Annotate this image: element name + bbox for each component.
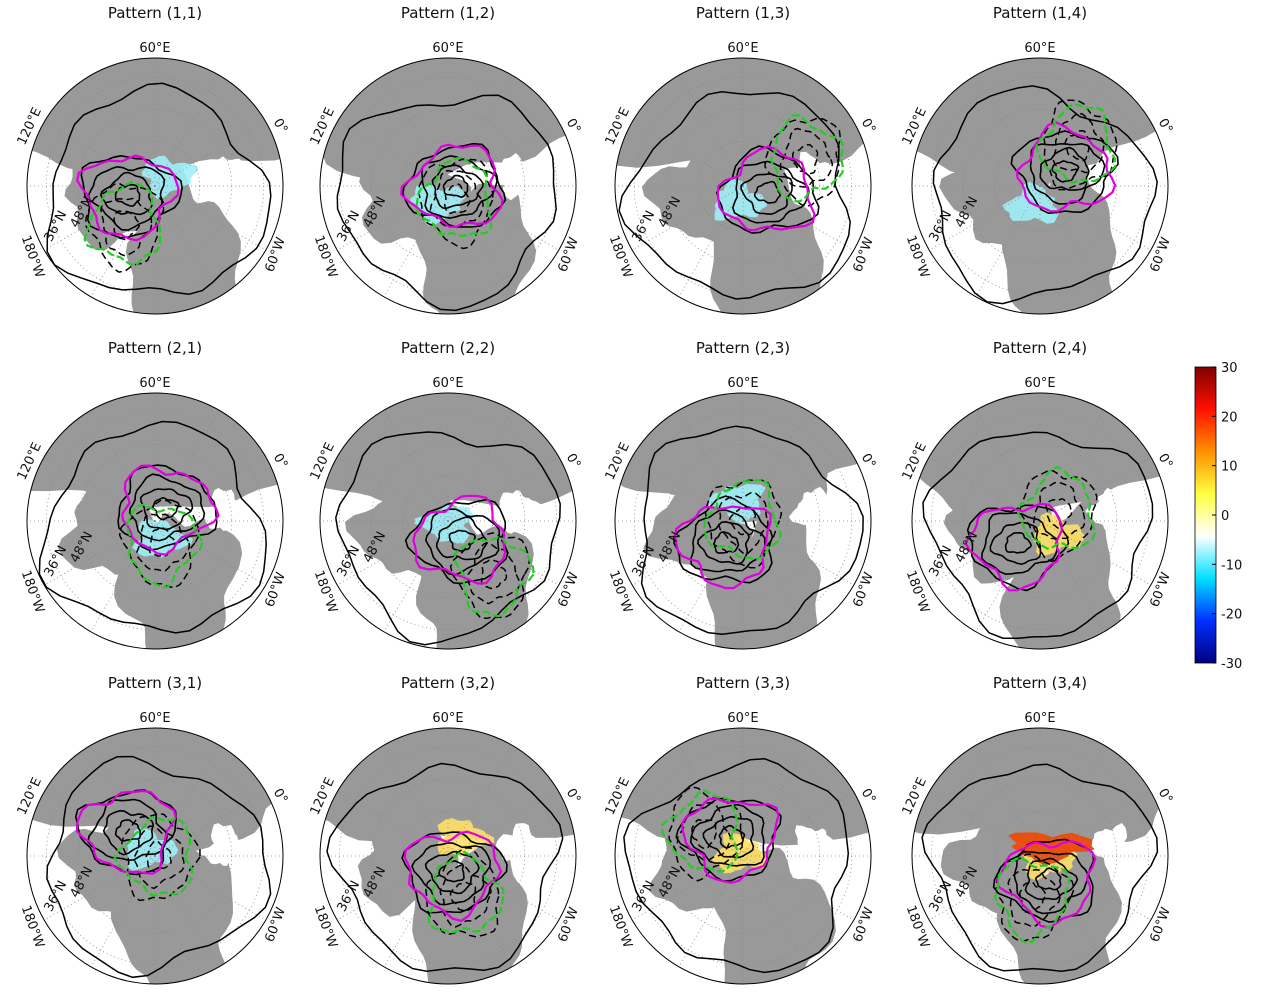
colorbar-tick-label: 10 (1221, 460, 1238, 475)
colorbar-tick-label: -30 (1221, 657, 1242, 672)
lon-label: 60°E (727, 711, 758, 726)
panel-title: Pattern (1,2) (401, 4, 495, 22)
polar-map: 60°E120°E0°180°W60°W36°N48°N (274, 695, 588, 1003)
lon-label: 60°E (432, 711, 463, 726)
polar-map: 60°E120°E0°180°W60°W36°N48°N (560, 695, 878, 1002)
lon-label: 60°E (1024, 711, 1055, 726)
lon-label: 0° (270, 116, 290, 136)
lon-label: 0° (563, 451, 583, 471)
panel-title: Pattern (1,4) (993, 4, 1087, 22)
lon-label: 0° (858, 451, 878, 471)
lon-label: 0° (270, 451, 290, 471)
lon-label: 0° (858, 116, 878, 136)
colorbar-tick-label: 30 (1221, 361, 1238, 376)
colorbar-tick-label: -20 (1221, 608, 1242, 623)
land (257, 361, 595, 508)
panel-title: Pattern (1,1) (108, 4, 202, 22)
panel-title: Pattern (3,3) (696, 674, 790, 692)
lon-label: 0° (1155, 451, 1175, 471)
polar-map: 60°E120°E0°180°W60°W36°N48°N (0, 30, 304, 361)
polar-map: 60°E120°E0°180°W60°W36°N48°N (257, 361, 595, 704)
polar-map: 60°E120°E0°180°W60°W36°N48°N (867, 692, 1189, 1002)
colorbar-tick-label: 20 (1221, 410, 1238, 425)
colorbar-tick-label: -10 (1221, 558, 1242, 573)
lon-label: 60°E (1024, 41, 1055, 56)
figure: Pattern (1,1) 60°E120°E0°180°W60°W36°N48°… (0, 0, 1263, 1002)
panel-title: Pattern (2,2) (401, 339, 495, 357)
polar-map: 60°E120°E0°180°W60°W36°N48°N (577, 369, 887, 695)
lon-label: 60°E (139, 376, 170, 391)
lon-label: 0° (563, 116, 583, 136)
lon-label: 0° (563, 786, 583, 806)
colorbar-tick-label: 0 (1221, 509, 1229, 524)
lon-label: 60°E (139, 711, 170, 726)
lon-label: 0° (270, 786, 290, 806)
panel-title: Pattern (2,1) (108, 339, 202, 357)
panel-title: Pattern (2,4) (993, 339, 1087, 357)
panel-title: Pattern (1,3) (696, 4, 790, 22)
panel-title: Pattern (3,1) (108, 674, 202, 692)
lon-label: 0° (1155, 116, 1175, 136)
land (560, 695, 878, 846)
panel-title: Pattern (2,3) (696, 339, 790, 357)
panel-title: Pattern (3,2) (401, 674, 495, 692)
lon-label: 60°E (139, 41, 170, 56)
panel-title: Pattern (3,4) (993, 674, 1087, 692)
lon-label: 60°E (727, 41, 758, 56)
polar-map: 60°E120°E0°180°W60°W36°N48°N (0, 695, 296, 1002)
lon-label: 0° (858, 786, 878, 806)
lon-label: 60°E (432, 41, 463, 56)
lon-label: 0° (1155, 786, 1175, 806)
polar-map: 60°E120°E0°180°W60°W36°N48°N (291, 28, 607, 365)
lon-label: 60°E (1024, 376, 1055, 391)
lon-label: 60°E (432, 376, 463, 391)
lon-label: 60°E (727, 376, 758, 391)
